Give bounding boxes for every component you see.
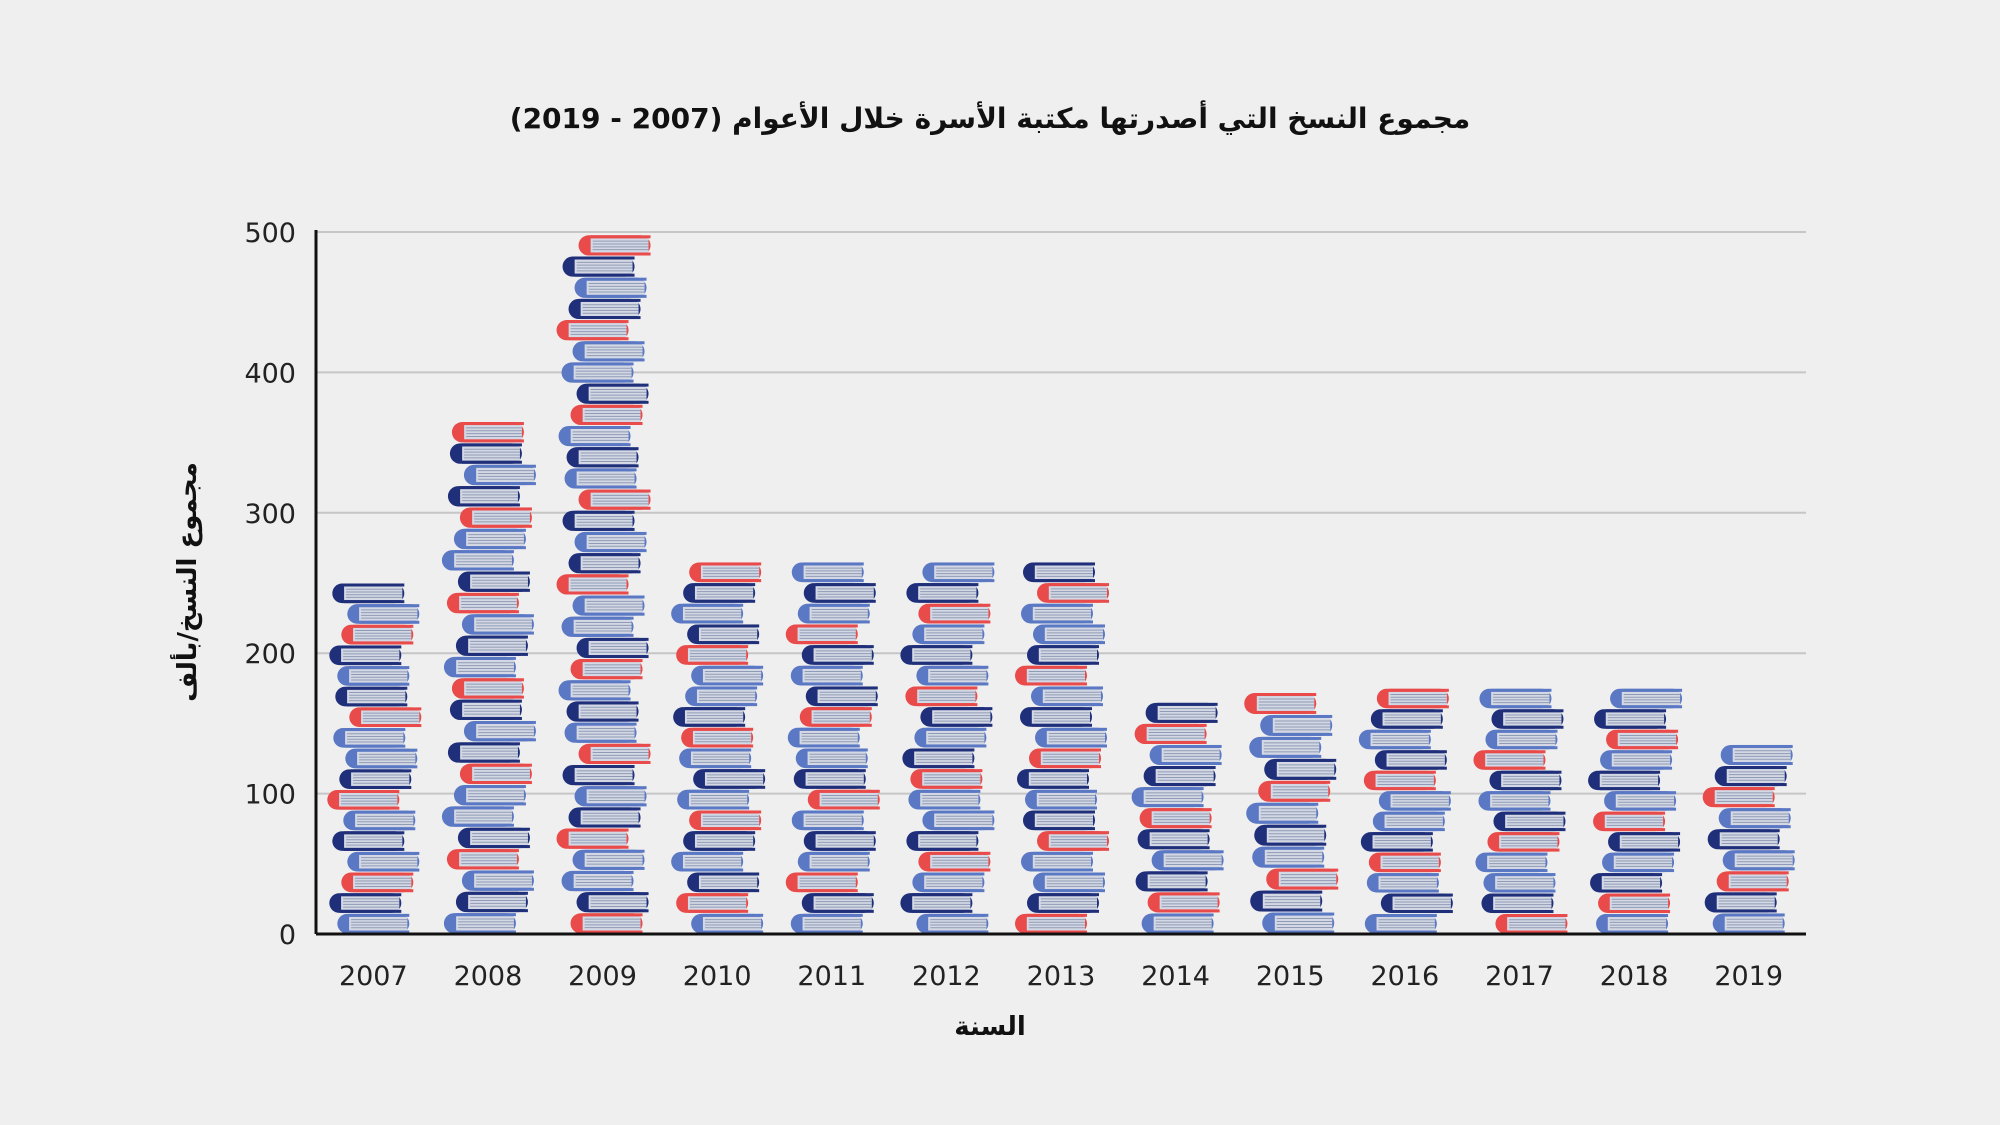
chart-title: مجموع النسخ التي أصدرتها مكتبة الأسرة خل… — [510, 100, 1470, 135]
bar — [1131, 702, 1224, 934]
bar — [1702, 744, 1795, 934]
y-tick-labels: 0 100 200 300 400 500 — [244, 218, 296, 951]
bar — [1015, 562, 1109, 934]
y-tick-label: 200 — [244, 639, 296, 670]
bar — [441, 422, 536, 934]
x-tick-label: 2018 — [1600, 961, 1669, 992]
x-tick-labels: 2007 2008 2009 2010 2011 2012 2013 2014 2015 2016… — [339, 961, 1783, 992]
y-tick-label: 100 — [244, 780, 296, 811]
bar — [556, 235, 651, 934]
bar — [900, 562, 995, 934]
bar — [785, 562, 880, 934]
x-tick-label: 2014 — [1141, 961, 1210, 992]
bars — [327, 235, 1795, 934]
axes — [314, 230, 1806, 936]
x-tick-label: 2013 — [1027, 961, 1096, 992]
x-tick-label: 2015 — [1256, 961, 1325, 992]
y-tick-label: 300 — [244, 499, 296, 530]
bar — [1473, 688, 1568, 934]
y-tick-label: 0 — [279, 920, 296, 951]
x-axis-title: السنة — [954, 1012, 1026, 1042]
x-tick-label: 2016 — [1370, 961, 1439, 992]
bar — [671, 562, 766, 934]
x-tick-label: 2012 — [912, 961, 981, 992]
x-tick-label: 2009 — [568, 961, 637, 992]
x-tick-label: 2017 — [1485, 961, 1554, 992]
x-tick-label: 2010 — [683, 961, 752, 992]
bar — [1588, 688, 1683, 934]
bar — [327, 583, 422, 934]
x-tick-label: 2011 — [797, 961, 866, 992]
y-tick-label: 400 — [244, 358, 296, 389]
x-tick-label: 2008 — [454, 961, 523, 992]
y-axis-title: مجموع النسخ/بألف — [170, 462, 203, 702]
x-tick-label: 2007 — [339, 961, 408, 992]
bar — [1358, 688, 1453, 934]
bar — [1244, 693, 1339, 934]
x-tick-label: 2019 — [1714, 961, 1783, 992]
y-tick-label: 500 — [244, 218, 296, 249]
